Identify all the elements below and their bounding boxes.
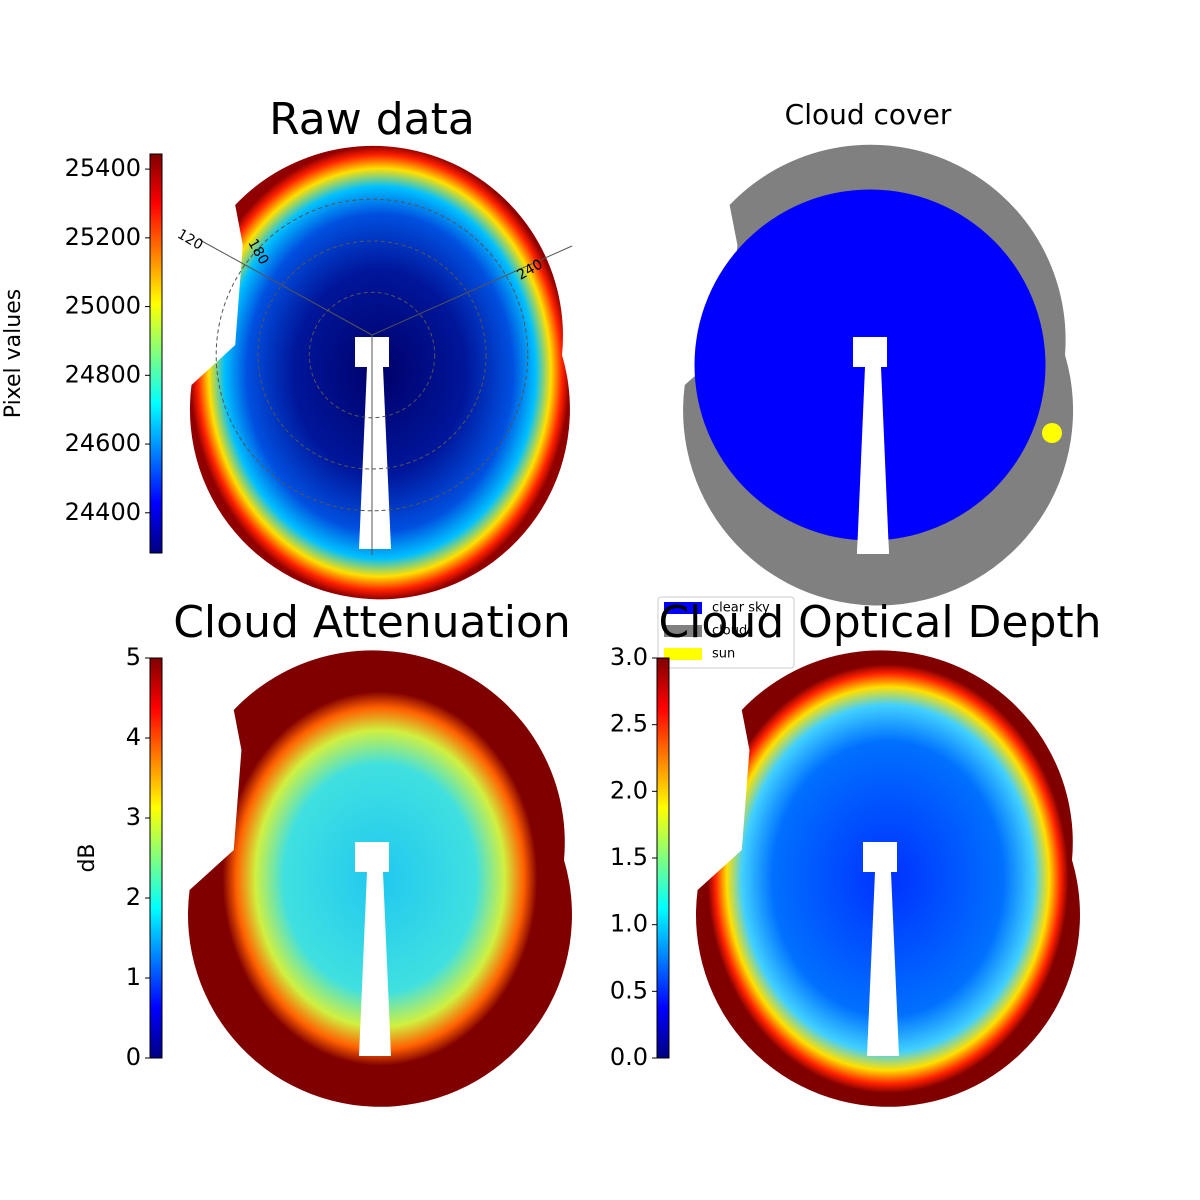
legend-label: cloud [712,624,747,639]
colorbar-tick-label: 24800 [65,360,141,388]
colorbar-tick-label: 0.0 [610,1043,648,1071]
colorbar-tick-label: 24600 [65,429,141,457]
colorbar [656,657,670,1059]
mast-mask [863,842,899,1056]
legend-swatch [664,625,702,637]
colorbar-tick-label: 25400 [65,154,141,182]
legend: clear sky cloud sun [657,596,795,669]
colorbar-tick-label: 2.0 [610,776,648,804]
panel-title: Cloud Attenuation [173,597,571,648]
colorbar-tick-label: 5 [126,643,141,671]
polar-grid-circle [215,198,529,512]
colorbar-tick-label: 1.0 [610,910,648,938]
legend-swatch [664,648,702,660]
colorbar [149,153,163,554]
colorbar-tick-label: 4 [126,723,141,751]
colorbar-tick-label: 25000 [65,292,141,320]
panel-title: Cloud Optical Depth [658,597,1101,648]
colorbar-tick-label: 0 [126,1043,141,1071]
colorbar-tick-label: 3 [126,803,141,831]
polar-axis [199,239,373,336]
legend-label: sun [712,647,735,662]
colorbar-label: dB [75,843,100,872]
colorbar [149,657,163,1059]
sun-marker [1042,423,1062,443]
mast-mask [853,337,889,554]
colorbar-tick-label: 2.5 [610,710,648,738]
legend-swatch [664,602,702,614]
panel-title: Cloud cover [785,98,952,131]
panel-title: Raw data [269,94,475,145]
colorbar-tick-label: 1.5 [610,843,648,871]
colorbar-tick-label: 2 [126,883,141,911]
legend-label: clear sky [712,601,770,616]
polar-axis [371,245,573,336]
mast-mask [355,337,391,549]
colorbar-tick-label: 24400 [65,498,141,526]
colorbar-tick-label: 25200 [65,223,141,251]
colorbar-tick-label: 3.0 [610,643,648,671]
colorbar-tick-label: 1 [126,963,141,991]
colorbar-tick-label: 0.5 [610,976,648,1004]
colorbar-label: Pixel values [1,289,26,418]
polar-label: 120 [174,226,205,253]
mast-mask [355,842,391,1056]
